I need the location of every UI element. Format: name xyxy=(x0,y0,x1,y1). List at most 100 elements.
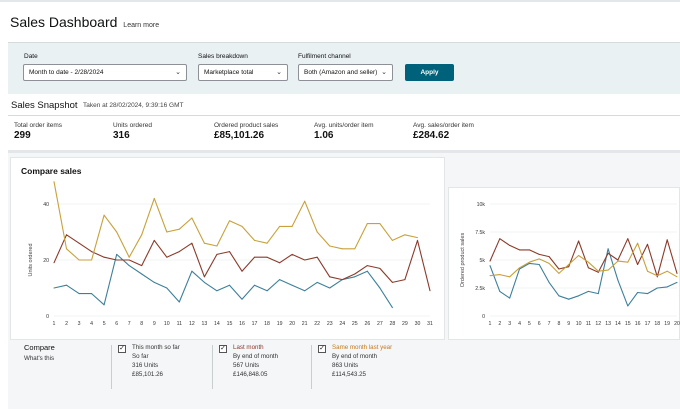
metric-label: Avg. units/order item xyxy=(314,122,374,129)
sales-snapshot-title: Sales Snapshot xyxy=(11,100,78,111)
x-tick-label: 9 xyxy=(153,321,156,327)
data-point xyxy=(91,251,93,253)
learn-more-link[interactable]: Learn more xyxy=(123,22,160,29)
data-point xyxy=(617,260,619,262)
metric-label: Ordered product sales xyxy=(214,122,279,129)
data-point xyxy=(676,272,678,274)
data-point xyxy=(627,238,629,240)
x-tick-label: 13 xyxy=(605,321,611,327)
metric-label: Avg. sales/order item xyxy=(413,122,474,129)
top-divider xyxy=(0,0,680,2)
series-line xyxy=(489,242,678,278)
checkbox-checked-icon[interactable]: ✓ xyxy=(318,345,326,353)
data-point xyxy=(538,258,540,260)
legend-units: 863 Units xyxy=(332,362,359,369)
page-title-text: Sales Dashboard xyxy=(10,14,118,30)
metric-value: 299 xyxy=(14,130,31,141)
x-tick-label: 25 xyxy=(352,321,358,327)
data-point xyxy=(78,242,80,244)
data-point xyxy=(538,263,540,265)
metric-avg-units-per-order-item: Avg. units/order item 1.06 xyxy=(314,122,374,141)
data-point xyxy=(676,276,678,278)
series-line xyxy=(489,238,678,278)
data-point xyxy=(637,242,639,244)
data-point xyxy=(128,256,130,258)
data-point xyxy=(509,244,511,246)
legend-divider xyxy=(311,345,312,389)
date-select-value: Month to date - 2/28/2024 xyxy=(29,69,104,76)
legend-series-name: Last month xyxy=(233,344,264,351)
x-tick-label: 11 xyxy=(586,321,591,327)
x-tick-label: 21 xyxy=(302,321,308,327)
compare-sales-title: Compare sales xyxy=(21,166,82,176)
x-tick-label: 7 xyxy=(128,321,131,327)
data-point xyxy=(354,273,356,275)
x-tick-label: 10 xyxy=(576,321,582,327)
apply-button[interactable]: Apply xyxy=(405,64,454,81)
chevron-down-icon: ⌄ xyxy=(175,69,181,76)
data-point xyxy=(354,248,356,250)
sales-snapshot-header: Sales Snapshot Taken at 28/02/2024, 9:39… xyxy=(8,96,680,116)
fulfilment-channel-select[interactable]: Both (Amazon and seller) ⌄ xyxy=(298,64,393,81)
data-point xyxy=(191,217,193,219)
sales-breakdown-select[interactable]: Marketplace total ⌄ xyxy=(198,64,288,81)
data-point xyxy=(656,287,658,289)
x-tick-label: 14 xyxy=(214,321,220,327)
x-tick-label: 31 xyxy=(427,321,433,327)
data-point xyxy=(304,200,306,202)
data-point xyxy=(279,279,281,281)
data-point xyxy=(587,267,589,269)
sales-breakdown-value: Marketplace total xyxy=(204,69,254,76)
x-tick-label: 2 xyxy=(498,321,501,327)
data-point xyxy=(578,240,580,242)
x-tick-label: 9 xyxy=(567,321,570,327)
data-point xyxy=(656,275,658,277)
x-tick-label: 10 xyxy=(164,321,170,327)
data-point xyxy=(489,265,491,267)
metric-units-ordered: Units ordered 316 xyxy=(113,122,152,141)
data-point xyxy=(607,248,609,250)
x-tick-label: 12 xyxy=(189,321,195,327)
data-point xyxy=(203,281,205,283)
compare-label-block: Compare What's this xyxy=(24,343,104,363)
x-tick-label: 29 xyxy=(402,321,408,327)
legend-sales: £114,543.25 xyxy=(332,371,366,378)
data-point xyxy=(558,272,560,274)
x-tick-label: 22 xyxy=(314,321,320,327)
series-line xyxy=(53,181,418,261)
data-point xyxy=(341,279,343,281)
data-point xyxy=(329,287,331,289)
data-point xyxy=(279,262,281,264)
metric-value: 1.06 xyxy=(314,130,334,141)
data-point xyxy=(429,290,431,292)
checkbox-checked-icon[interactable]: ✓ xyxy=(118,345,126,353)
date-select[interactable]: Month to date - 2/28/2024 ⌄ xyxy=(23,64,187,81)
data-point xyxy=(153,197,155,199)
x-tick-label: 30 xyxy=(415,321,421,327)
data-point xyxy=(116,259,118,261)
x-tick-label: 6 xyxy=(538,321,541,327)
x-tick-label: 6 xyxy=(115,321,118,327)
x-tick-label: 1 xyxy=(489,321,492,327)
data-point xyxy=(637,263,639,265)
metric-label: Units ordered xyxy=(113,122,153,129)
legend-units: 567 Units xyxy=(233,362,260,369)
data-point xyxy=(178,251,180,253)
data-point xyxy=(316,256,318,258)
data-point xyxy=(141,273,143,275)
legend-series-name: This month so far xyxy=(132,344,180,351)
data-point xyxy=(646,270,648,272)
legend-sales: £146,848.05 xyxy=(233,371,268,378)
legend-period: By end of month xyxy=(233,353,279,360)
checkbox-checked-icon[interactable]: ✓ xyxy=(219,345,227,353)
data-point xyxy=(228,251,230,253)
data-point xyxy=(216,253,218,255)
data-point xyxy=(597,271,599,273)
legend-period: So far xyxy=(132,353,149,360)
data-point xyxy=(379,223,381,225)
data-point xyxy=(656,276,658,278)
metric-total-order-items: Total order items 299 xyxy=(14,122,62,141)
whats-this-link[interactable]: What's this xyxy=(24,355,55,362)
compare-label: Compare xyxy=(24,343,55,352)
